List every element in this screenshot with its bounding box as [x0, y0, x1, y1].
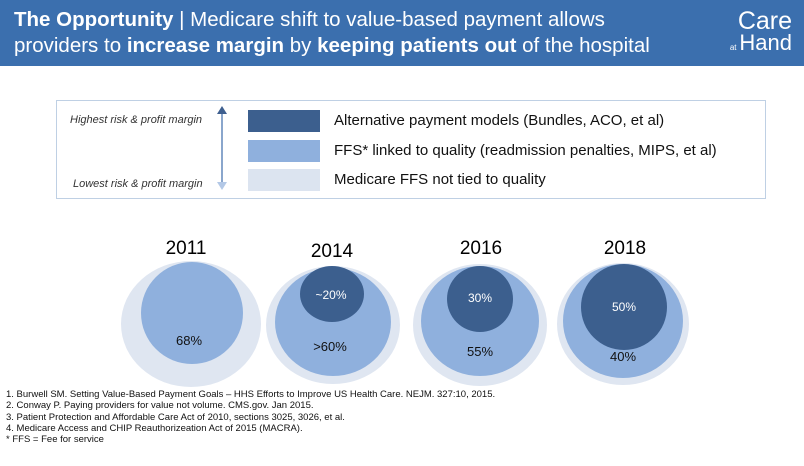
year-2014: 2014 — [310, 241, 354, 262]
reference-item: 4. Medicare Access and CHIP Reauthorizea… — [6, 422, 303, 434]
title-banner: The Opportunity | Medicare shift to valu… — [0, 0, 804, 66]
slide-title: The Opportunity | Medicare shift to valu… — [14, 7, 704, 59]
legend-label-ffs: Medicare FFS not tied to quality — [334, 171, 546, 188]
pct-2016-apm: 30% — [467, 291, 493, 305]
pct-2011-ffs-quality: 68% — [175, 333, 203, 348]
logo-hand: Hand — [739, 30, 792, 55]
risk-arrow — [221, 112, 223, 182]
pct-2018-ffs-quality: 40% — [609, 349, 637, 364]
title-line2-b: increase margin — [126, 34, 285, 57]
references: 1. Burwell SM. Setting Value-Based Payme… — [6, 389, 495, 445]
title-line2-e: of the hospital — [516, 34, 650, 57]
year-2011: 2011 — [165, 238, 207, 259]
care-at-hand-logo: Care at Hand — [730, 7, 792, 55]
circle-2018-apm — [581, 264, 667, 350]
logo-hand-line: at Hand — [730, 30, 792, 55]
year-2018: 2018 — [603, 238, 647, 259]
risk-low-label: Lowest risk & profit margin — [73, 178, 203, 190]
title-line2-d: keeping patients out — [317, 34, 517, 57]
year-2016: 2016 — [459, 238, 503, 259]
risk-high-label: Highest risk & profit margin — [70, 114, 203, 126]
arrow-up-icon — [217, 106, 227, 114]
logo-care: Care — [737, 7, 792, 35]
reference-item: 2. Conway P. Paying providers for value … — [6, 400, 314, 412]
legend-label-apm: Alternative payment models (Bundles, ACO… — [334, 112, 665, 129]
reference-footnote: * FFS = Fee for service — [6, 434, 104, 446]
title-line2-a: providers to — [14, 34, 127, 57]
pct-2018-apm: 50% — [611, 300, 637, 314]
title-separator: | — [173, 8, 191, 31]
pct-2014-ffs-quality: >60% — [313, 339, 347, 354]
legend-swatch-ffs-quality — [248, 140, 320, 162]
title-line1: Medicare shift to value-based payment al… — [190, 8, 605, 31]
circle-2014-apm — [300, 266, 364, 322]
circle-2011-ffs-quality — [141, 262, 243, 364]
arrow-down-icon — [217, 182, 227, 190]
reference-item: 1. Burwell SM. Setting Value-Based Payme… — [6, 389, 496, 400]
circle-2016-apm — [447, 266, 513, 332]
legend-swatch-apm — [248, 110, 320, 132]
pct-2016-ffs-quality: 55% — [466, 344, 494, 359]
reference-item: 3. Patient Protection and Affordable Car… — [6, 411, 345, 423]
title-bold: The Opportunity — [14, 8, 174, 31]
title-line2-c: by — [284, 34, 318, 57]
legend-label-ffs-quality: FFS* linked to quality (readmission pena… — [334, 142, 717, 159]
pct-2014-apm: ~20% — [315, 288, 347, 302]
legend-swatch-ffs — [248, 169, 320, 191]
legend-box — [56, 100, 766, 199]
logo-at: at — [729, 43, 737, 52]
